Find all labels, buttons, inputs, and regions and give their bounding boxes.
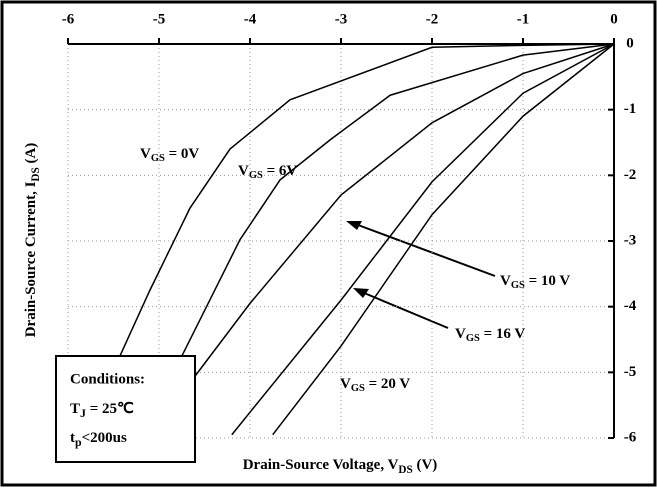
series-label-part: V	[455, 326, 466, 342]
conditions-line-part: T	[70, 401, 80, 417]
series-label-part: V	[238, 163, 249, 179]
series-label-part: GS	[351, 383, 365, 394]
curve	[272, 43, 615, 436]
conditions-title: Conditions:	[70, 371, 145, 387]
x-axis-label-part: Drain-Source Voltage, V	[243, 457, 399, 473]
x-tick-label: -6	[62, 11, 75, 27]
x-tick-label: -1	[517, 11, 530, 27]
series-label-part: V	[500, 273, 511, 289]
y-tick-label: -1	[624, 101, 637, 117]
conditions-line-part: p	[75, 435, 82, 449]
arrow-head	[353, 288, 369, 298]
series-label: VGS = 6V	[238, 163, 297, 181]
y-tick-label: -6	[624, 429, 637, 445]
conditions-box	[55, 355, 196, 463]
series-label-part: V	[140, 146, 151, 162]
arrow-head	[346, 221, 362, 230]
y-tick-label: -3	[624, 232, 637, 248]
x-axis-label: Drain-Source Voltage, VDS (V)	[243, 457, 438, 475]
curve	[194, 43, 615, 377]
y-tick-label: -2	[624, 167, 637, 183]
series-label-part: GS	[151, 153, 165, 164]
x-tick-label: 0	[610, 11, 618, 27]
series-label-part: = 0V	[165, 146, 200, 162]
conditions-line-part: = 25℃	[86, 401, 134, 417]
conditions-line: TJ = 25℃	[70, 401, 134, 419]
series-label: VGS = 20 V	[340, 376, 410, 394]
series-label-part: GS	[249, 170, 263, 181]
x-tick-label: -2	[426, 11, 439, 27]
conditions-line: tp<200us	[70, 430, 127, 448]
series-label-part: = 20 V	[365, 376, 411, 392]
series-label: VGS = 16 V	[455, 326, 525, 344]
y-axis-label-part: (A)	[23, 143, 39, 168]
series-label-part: GS	[511, 280, 525, 291]
x-tick-label: -5	[153, 11, 166, 27]
y-tick-label: -4	[624, 298, 637, 314]
x-tick-label: -4	[244, 11, 257, 27]
arrow	[349, 221, 496, 277]
series-label: VGS = 10 V	[500, 273, 570, 291]
x-axis-label-part: (V)	[413, 457, 438, 473]
y-axis-label-part: DS	[30, 167, 42, 181]
series-label: VGS = 0V	[140, 146, 199, 164]
y-axis-label-part: Drain-Source Current, I	[23, 181, 39, 337]
series-label-part: V	[340, 376, 351, 392]
y-axis-label: Drain-Source Current, IDS (A)	[23, 143, 41, 338]
conditions-line-part: t	[70, 430, 75, 446]
conditions-line-part: J	[80, 406, 86, 420]
curve	[231, 43, 615, 436]
series-label-part: = 10 V	[525, 273, 571, 289]
series-label-part: = 6V	[263, 163, 298, 179]
series-label-part: = 16 V	[480, 326, 526, 342]
x-axis-label-part: DS	[398, 464, 412, 476]
conditions-line-part: <200us	[82, 430, 127, 446]
arrow	[356, 289, 449, 329]
y-tick-label: 0	[626, 35, 634, 51]
y-tick-label: -5	[624, 364, 637, 380]
x-tick-label: -3	[335, 11, 348, 27]
series-label-part: GS	[466, 333, 480, 344]
